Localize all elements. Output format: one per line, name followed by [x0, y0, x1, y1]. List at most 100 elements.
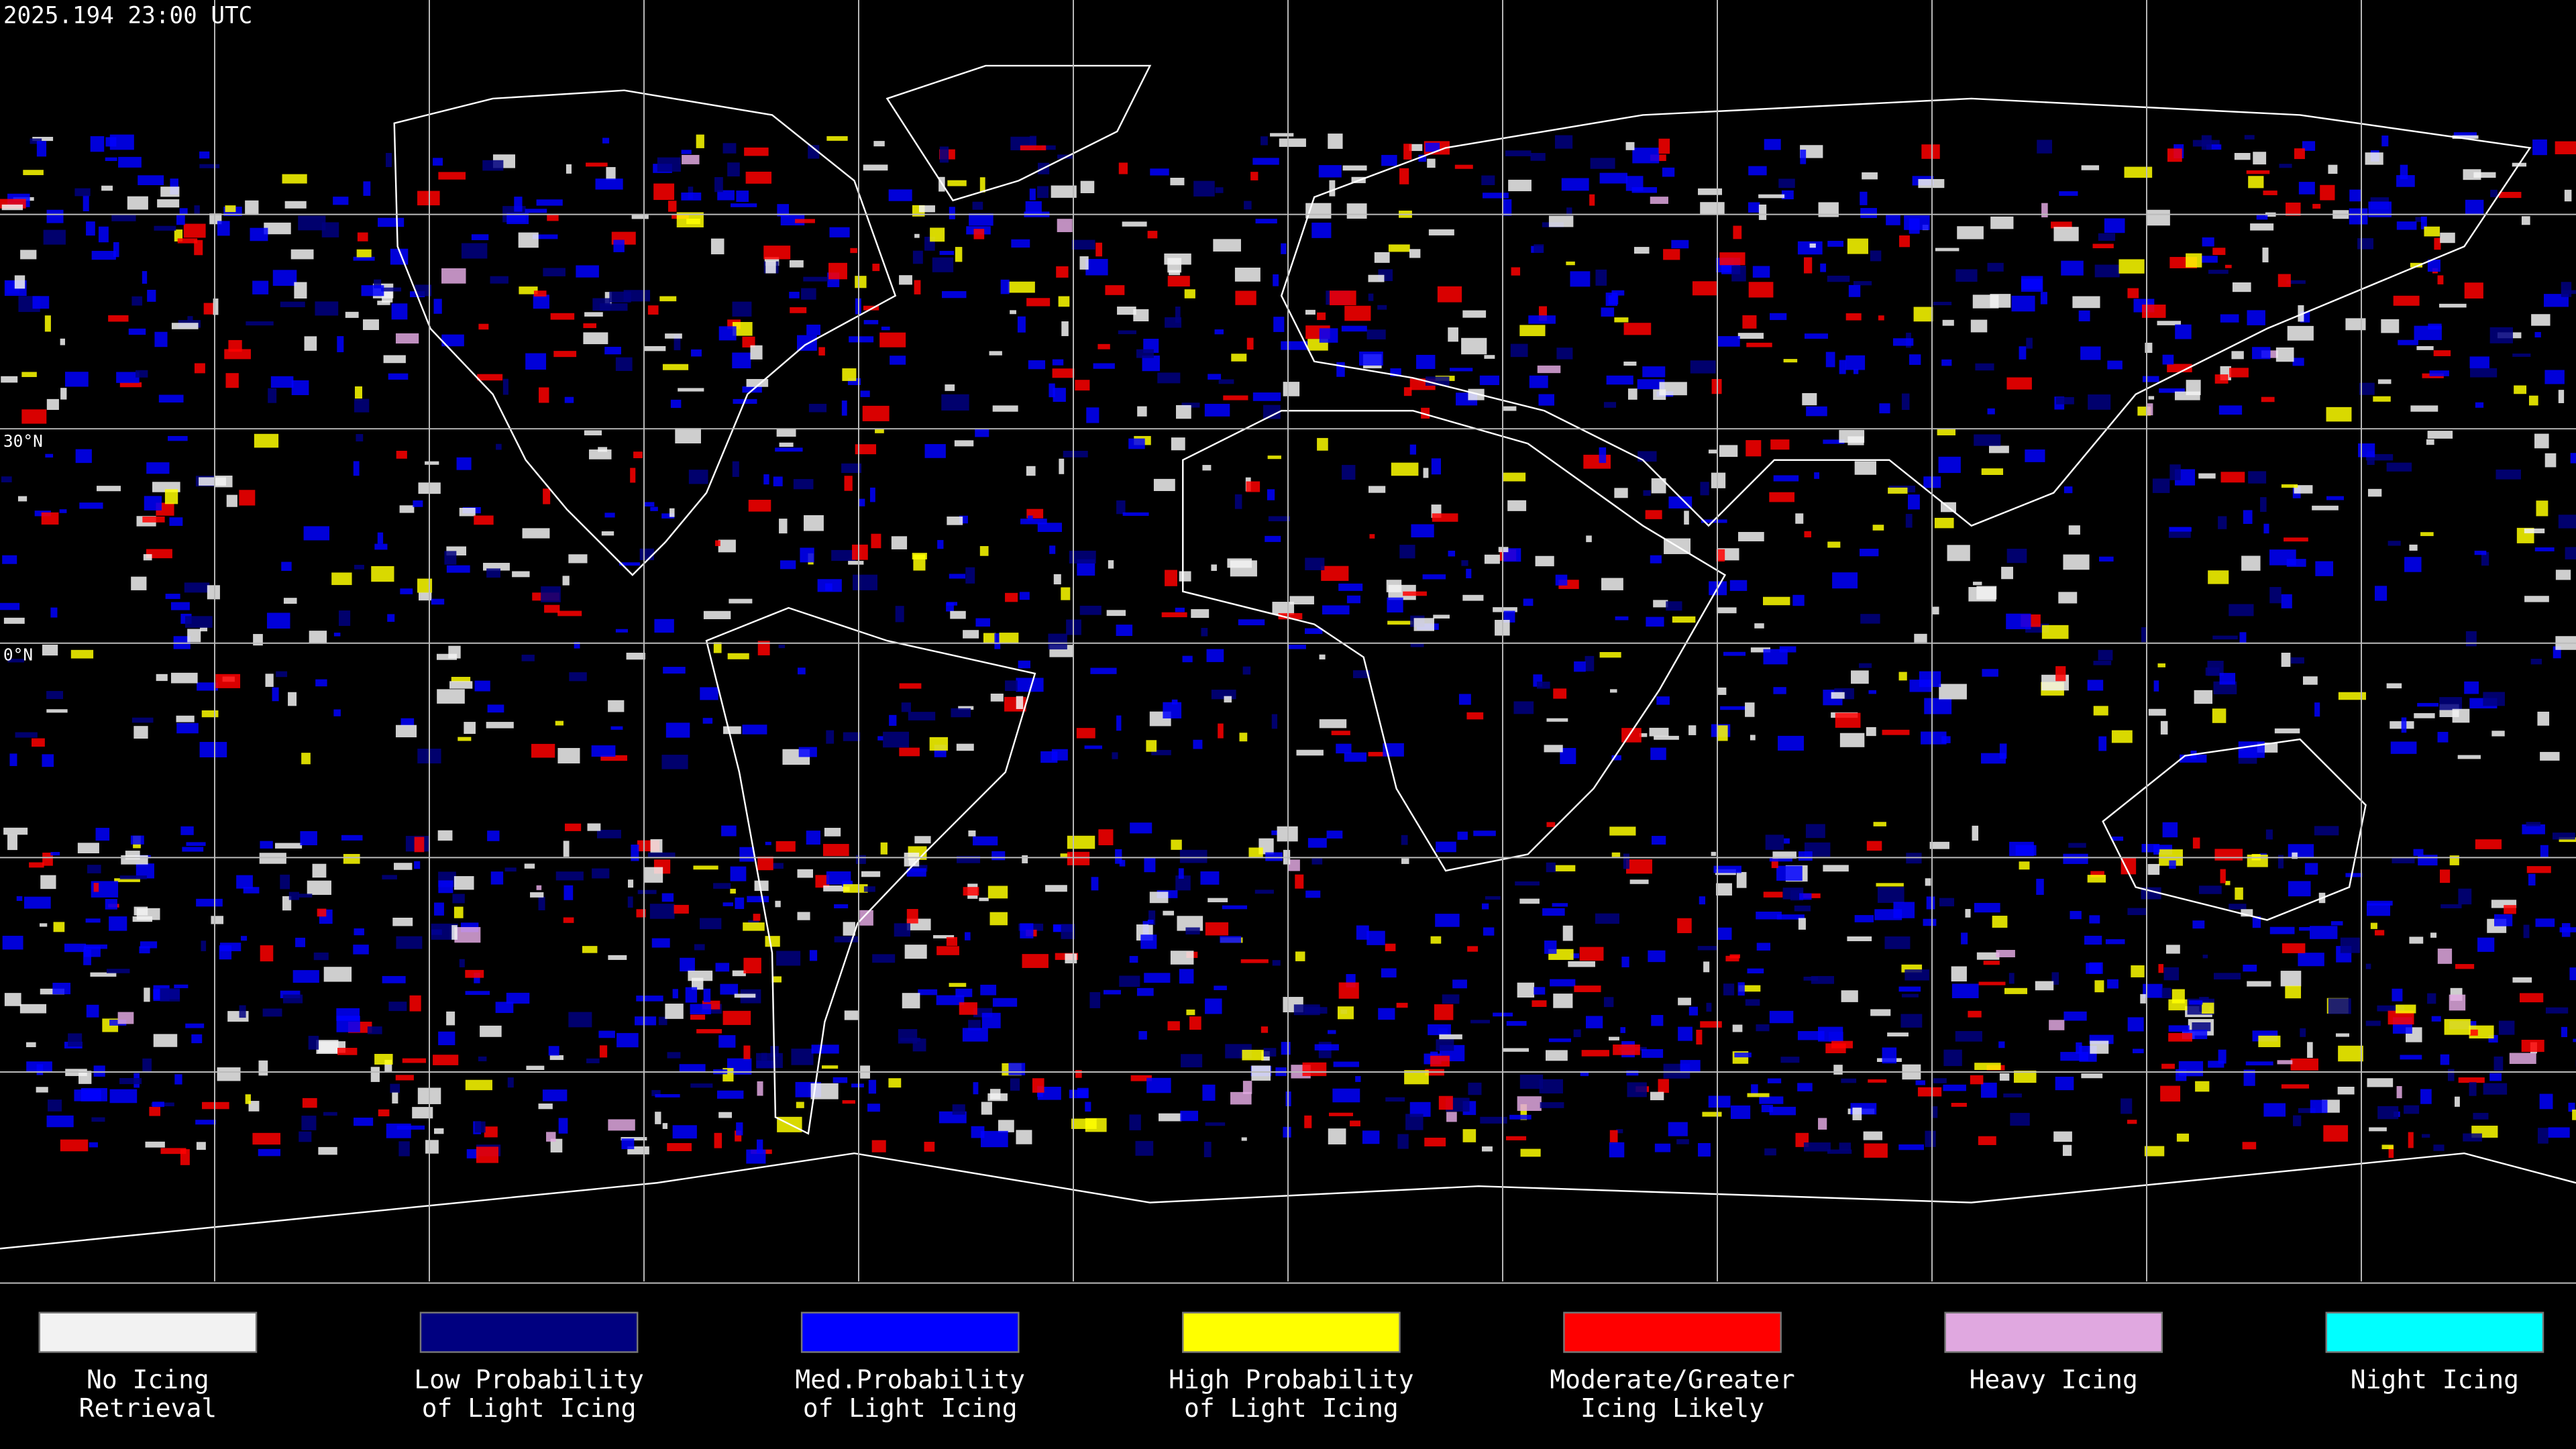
cloud-pixel	[211, 916, 224, 924]
cloud-pixel	[2248, 471, 2267, 484]
cloud-pixel	[1874, 909, 1902, 920]
cloud-pixel	[272, 270, 297, 286]
cloud-pixel	[390, 1083, 400, 1093]
cloud-pixel	[1336, 362, 1345, 377]
cloud-pixel	[1917, 1087, 1942, 1097]
cloud-pixel	[1943, 1084, 1966, 1091]
cloud-pixel	[239, 490, 256, 506]
cloud-pixel	[1589, 194, 1595, 206]
cloud-pixel	[2168, 1025, 2190, 1032]
cloud-pixel	[1738, 531, 1764, 541]
cloud-pixel	[1951, 1103, 1967, 1107]
cloud-pixel	[973, 229, 985, 239]
cloud-pixel	[530, 892, 544, 898]
cloud-pixel	[1924, 698, 1952, 714]
cloud-pixel	[2214, 973, 2241, 980]
cloud-pixel	[2078, 310, 2090, 322]
cloud-pixel	[902, 993, 920, 1009]
cloud-pixel	[1175, 607, 1185, 612]
cloud-pixel	[21, 372, 37, 378]
cloud-pixel	[525, 353, 547, 370]
cloud-pixel	[929, 737, 949, 751]
cloud-pixel	[78, 1071, 92, 1084]
cloud-pixel	[1157, 372, 1181, 384]
cloud-pixel	[665, 722, 690, 738]
cloud-pixel	[1711, 472, 1726, 488]
legend-label: Moderate/Greater	[1550, 1364, 1794, 1394]
cloud-pixel	[1328, 1030, 1336, 1034]
cloud-pixel	[975, 618, 990, 627]
cloud-pixel	[196, 898, 223, 907]
cloud-pixel	[942, 290, 967, 299]
cloud-pixel	[720, 983, 739, 995]
cloud-pixel	[1422, 574, 1446, 580]
cloud-pixel	[968, 1020, 981, 1030]
cloud-pixel	[502, 378, 508, 395]
cloud-pixel	[1484, 554, 1500, 564]
cloud-pixel	[1240, 959, 1269, 963]
cloud-pixel	[732, 352, 751, 369]
cloud-pixel	[1507, 500, 1527, 511]
cloud-pixel	[446, 565, 470, 573]
cloud-pixel	[1016, 696, 1024, 709]
cloud-pixel	[156, 674, 168, 682]
cloud-pixel	[1972, 582, 1982, 586]
cloud-pixel	[1556, 347, 1573, 360]
cloud-pixel	[1077, 1087, 1089, 1098]
cloud-pixel	[108, 315, 129, 322]
cloud-pixel	[765, 841, 771, 845]
cloud-pixel	[568, 554, 588, 564]
cloud-pixel	[1802, 393, 1817, 406]
cloud-pixel	[828, 262, 847, 280]
cloud-pixel	[608, 700, 625, 712]
cloud-pixel	[1509, 1114, 1532, 1120]
cloud-pixel	[1806, 406, 1827, 417]
cloud-pixel	[543, 268, 566, 276]
cloud-pixel	[1230, 1091, 1252, 1105]
cloud-pixel	[14, 275, 25, 289]
cloud-pixel	[2229, 904, 2247, 910]
cloud-pixel	[1352, 670, 1371, 678]
cloud-pixel	[1523, 598, 1534, 606]
cloud-pixel	[1601, 578, 1623, 590]
cloud-pixel	[2473, 1112, 2489, 1120]
cloud-pixel	[1268, 516, 1290, 522]
cloud-pixel	[2409, 936, 2424, 944]
cloud-pixel	[1430, 1055, 1450, 1067]
cloud-pixel	[1752, 266, 1770, 278]
cloud-pixel	[598, 1030, 615, 1038]
cloud-pixel	[2208, 270, 2229, 274]
cloud-pixel	[2090, 1040, 2109, 1054]
cloud-pixel	[1974, 1063, 2001, 1071]
cloud-pixel	[89, 1142, 98, 1148]
cloud-pixel	[1711, 851, 1717, 856]
cloud-pixel	[1028, 515, 1033, 521]
cloud-pixel	[533, 290, 547, 297]
cloud-pixel	[2420, 216, 2427, 229]
cloud-pixel	[1698, 1143, 1711, 1157]
cloud-pixel	[2292, 852, 2298, 859]
cloud-pixel	[1179, 969, 1194, 984]
cloud-pixel	[174, 1074, 182, 1085]
cloud-pixel	[236, 875, 253, 889]
cloud-pixel	[771, 976, 782, 983]
cloud-pixel	[2158, 964, 2164, 973]
cloud-pixel	[2473, 172, 2496, 178]
cloud-pixel	[21, 409, 47, 424]
cloud-pixel	[474, 1121, 486, 1133]
cloud-pixel	[2277, 274, 2291, 287]
cloud-pixel	[1544, 941, 1557, 954]
coast-antarctica	[0, 1152, 2576, 1250]
cloud-pixel	[979, 898, 989, 902]
cloud-pixel	[1368, 293, 1374, 301]
cloud-pixel	[383, 355, 406, 364]
cloud-pixel	[2298, 305, 2304, 322]
cloud-pixel	[2398, 339, 2418, 345]
legend-label: No Icing	[87, 1364, 209, 1394]
cloud-pixel	[863, 164, 888, 171]
cloud-pixel	[628, 879, 634, 888]
cloud-pixel	[2220, 472, 2245, 483]
cloud-pixel	[1482, 193, 1509, 199]
cloud-pixel	[1818, 1026, 1843, 1042]
cloud-pixel	[1480, 1116, 1507, 1124]
